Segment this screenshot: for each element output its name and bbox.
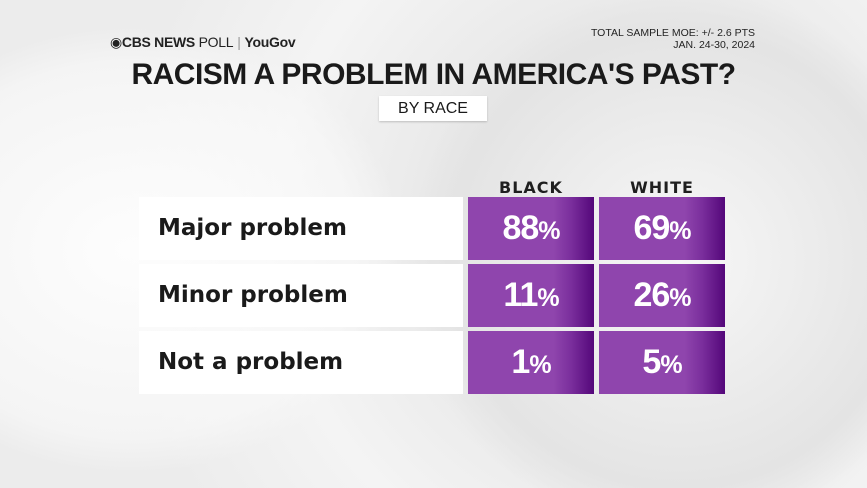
- percent-sign: %: [529, 351, 551, 379]
- percent-sign: %: [660, 351, 682, 379]
- value-cell: 5%: [599, 331, 725, 394]
- value-number: 5: [642, 343, 661, 381]
- moe-text: TOTAL SAMPLE MOE: +/- 2.6 PTS: [590, 27, 755, 39]
- value-cell: 1%: [468, 331, 594, 394]
- value-number: 69: [633, 209, 670, 247]
- poll-info: TOTAL SAMPLE MOE: +/- 2.6 PTS JAN. 24-30,…: [591, 27, 755, 51]
- value-number: 11: [503, 276, 538, 314]
- value-cell: 69%: [599, 197, 725, 260]
- column-header-white: WHITE: [630, 178, 694, 197]
- row-label: Major problem: [139, 197, 463, 260]
- column-header-black: BLACK: [499, 178, 563, 197]
- percent-sign: %: [538, 217, 560, 245]
- value-number: 26: [633, 276, 670, 314]
- table-row: Minor problem 11% 26%: [139, 264, 725, 327]
- cbs-eye-icon: ◉: [110, 34, 122, 50]
- cbs-news-poll-logo: ◉CBS NEWS POLL | YouGov: [110, 34, 296, 50]
- value-cell: 26%: [599, 264, 725, 327]
- percent-sign: %: [669, 217, 691, 245]
- poll-dates: JAN. 24-30, 2024: [673, 39, 755, 51]
- chart-subtitle: BY RACE: [379, 96, 487, 121]
- table-row: Not a problem 1% 5%: [139, 331, 725, 394]
- chart-title: RACISM A PROBLEM IN AMERICA'S PAST?: [131, 58, 736, 91]
- percent-sign: %: [669, 284, 691, 312]
- value-number: 1: [511, 343, 530, 381]
- value-number: 88: [502, 209, 539, 247]
- logo-divider: |: [237, 34, 241, 50]
- percent-sign: %: [537, 284, 559, 312]
- value-cell: 11%: [468, 264, 594, 327]
- value-cell: 88%: [468, 197, 594, 260]
- row-label: Minor problem: [139, 264, 463, 327]
- table-row: Major problem 88% 69%: [139, 197, 725, 260]
- row-label: Not a problem: [139, 331, 463, 394]
- yougov-logo: YouGov: [244, 34, 296, 50]
